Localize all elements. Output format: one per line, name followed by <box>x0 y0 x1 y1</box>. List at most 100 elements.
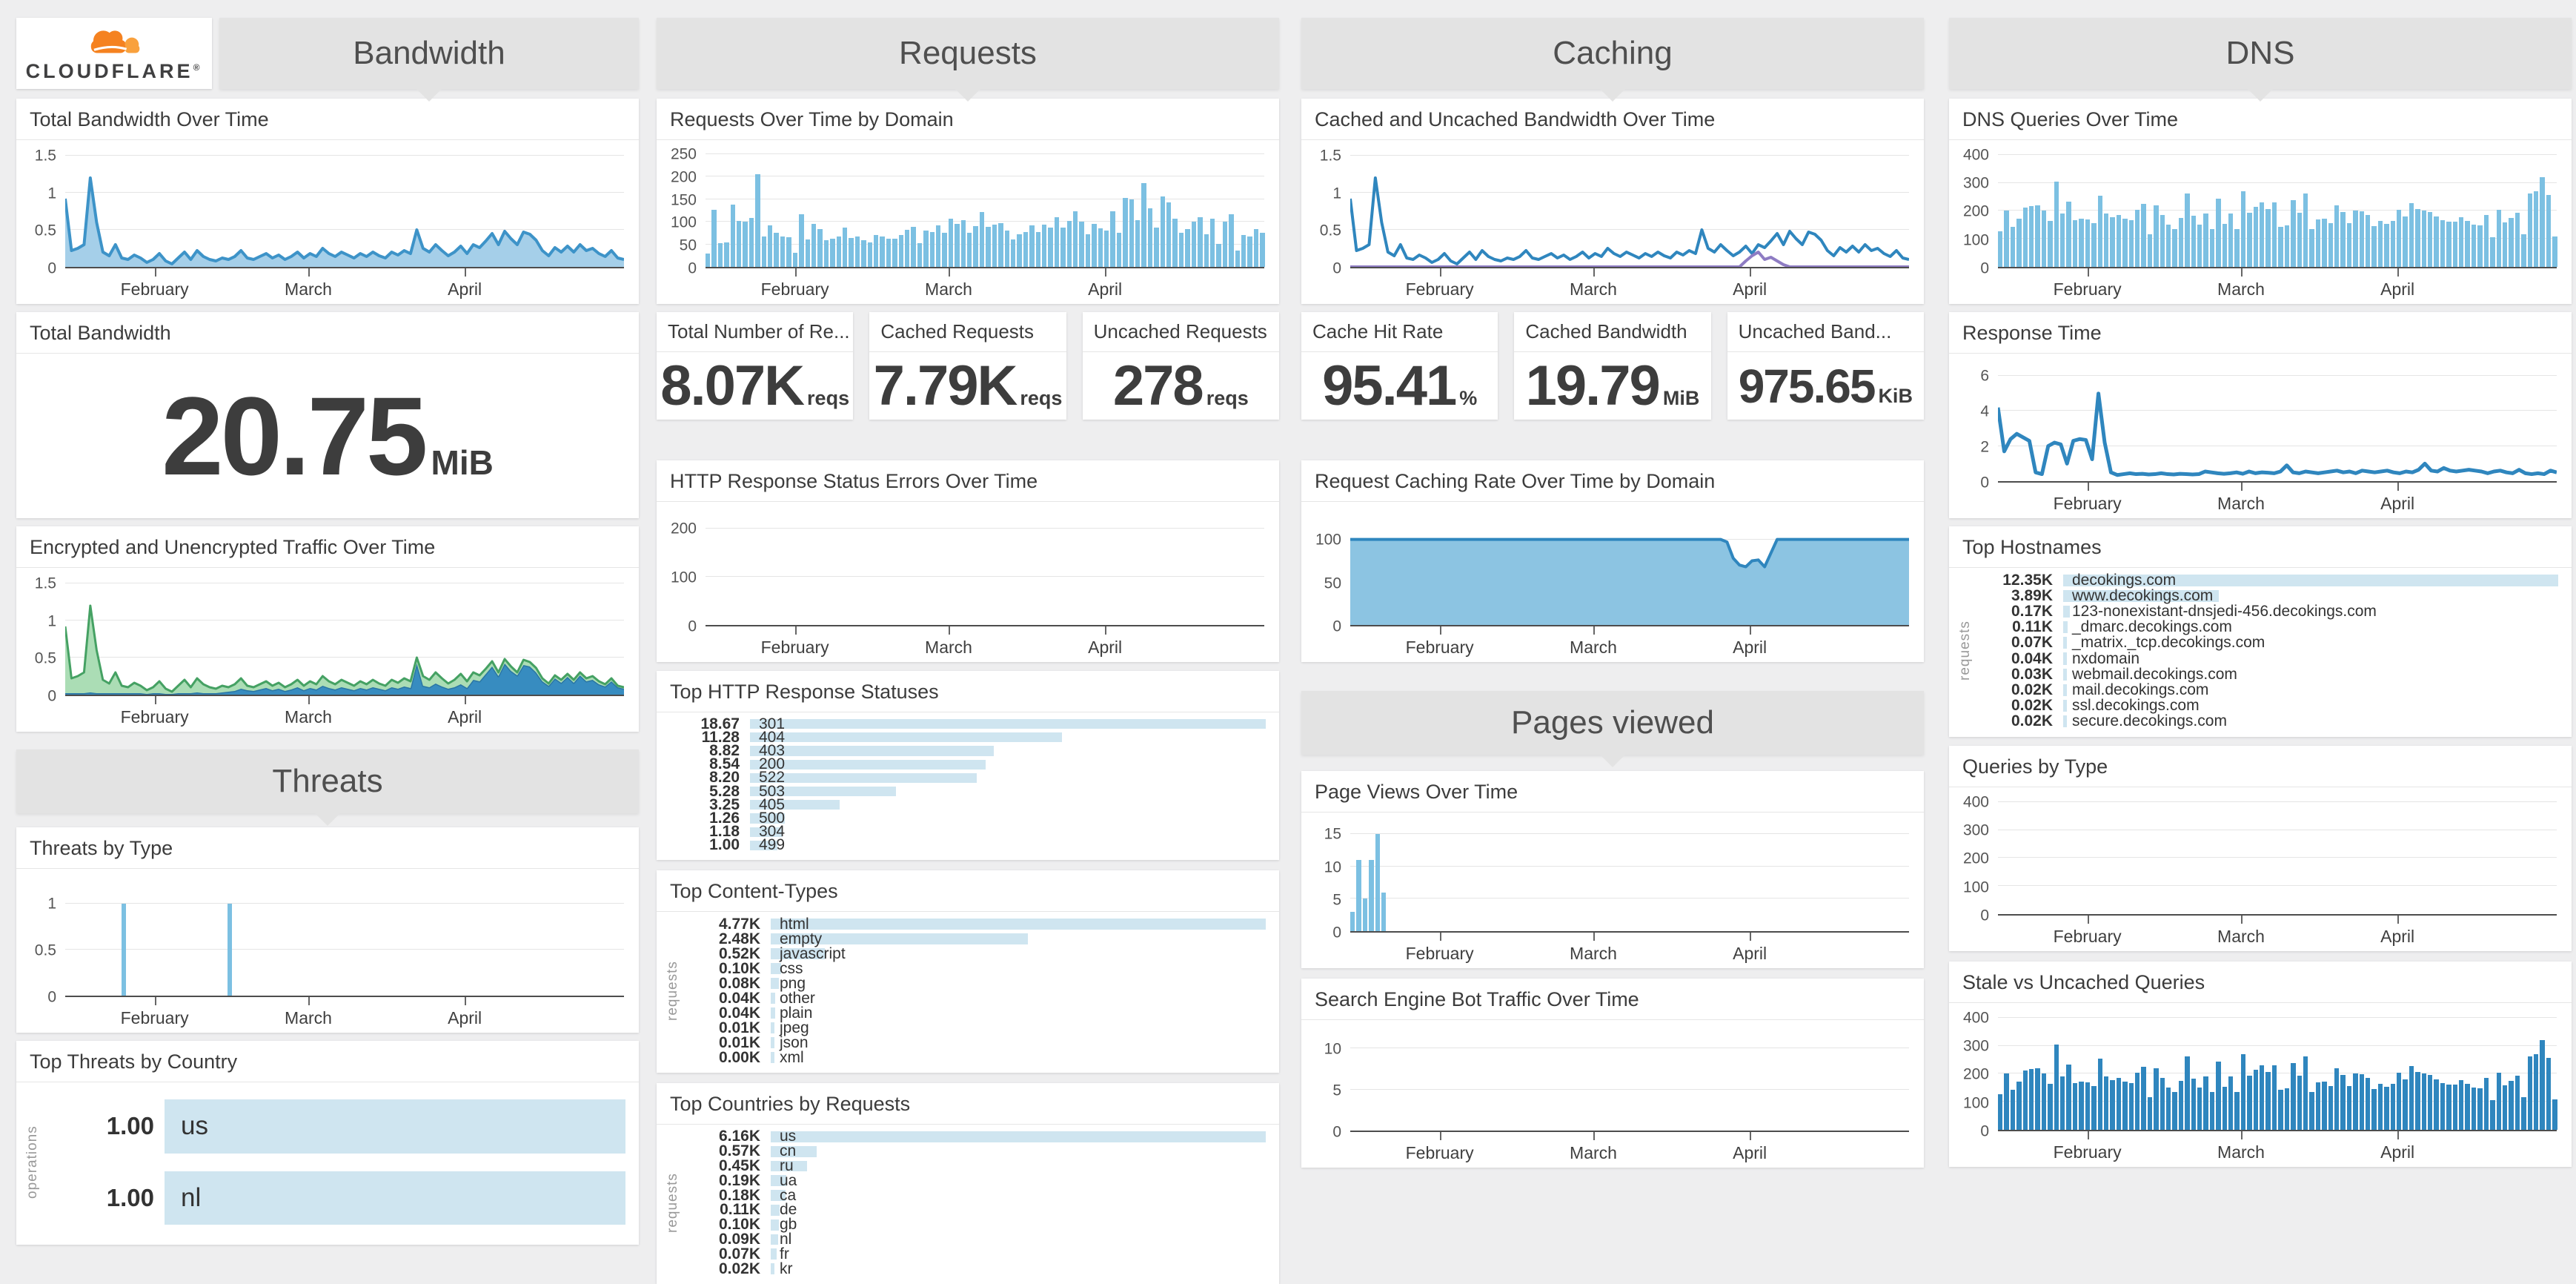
bar[interactable] <box>2041 211 2047 267</box>
encrypted-traffic-chart[interactable]: 0 0.5 1 1.5 February March April <box>16 568 639 732</box>
bar[interactable] <box>711 210 717 267</box>
bar[interactable] <box>2459 1079 2464 1130</box>
bar[interactable] <box>2371 225 2377 267</box>
bar[interactable] <box>2346 223 2352 267</box>
bar[interactable] <box>2514 213 2520 267</box>
bar[interactable] <box>2085 1082 2091 1130</box>
top-countries-chart[interactable]: requests 6.16K us 0.57K cn 0.45K ru 0.19K ua 0.18… <box>657 1125 1279 1284</box>
bar[interactable] <box>2409 202 2414 267</box>
cloudflare-logo[interactable]: CLOUDFLARE® <box>16 18 212 89</box>
bar[interactable] <box>880 236 885 267</box>
bar[interactable] <box>2465 1083 2470 1130</box>
threats-by-type-chart[interactable]: 0 0.5 1 February March April <box>16 869 639 1033</box>
bar[interactable] <box>2091 1085 2097 1130</box>
bar[interactable] <box>823 239 829 267</box>
bar[interactable] <box>1172 218 1178 267</box>
hbar-row[interactable]: 1.00 nl <box>43 1171 625 1226</box>
response-time-chart[interactable]: 0 2 4 6 February March April <box>1949 354 2572 518</box>
bar[interactable] <box>2334 1068 2340 1130</box>
cached-uncached-bandwidth-chart[interactable]: 0 0.5 1 1.5 February March April <box>1301 140 1924 304</box>
bar[interactable] <box>942 233 947 267</box>
bar[interactable] <box>2440 1083 2446 1130</box>
top-statuses-chart[interactable]: 18.67 301 11.28 404 8.82 403 8.54 200 8.20 522 5.2… <box>657 712 1279 860</box>
total-bandwidth-over-time-chart[interactable]: 0 0.5 1 1.5 February March April <box>16 140 639 304</box>
http-errors-chart[interactable]: 0 100 200 February March April <box>657 502 1279 662</box>
bar[interactable] <box>1079 221 1084 267</box>
bar[interactable] <box>2452 1084 2458 1130</box>
bar[interactable] <box>1229 214 1234 267</box>
bar[interactable] <box>2509 218 2514 267</box>
bar[interactable] <box>2004 1073 2009 1130</box>
bar[interactable] <box>2203 214 2208 267</box>
bar[interactable] <box>2440 220 2446 267</box>
bar[interactable] <box>2260 202 2265 267</box>
queries-by-type-chart[interactable]: 0 100 200 300 400 February March April <box>1949 787 2572 951</box>
bar[interactable] <box>917 243 923 267</box>
hbar-row[interactable]: 0.11K de <box>683 1201 1266 1218</box>
bar[interactable] <box>2029 1069 2034 1130</box>
bar[interactable] <box>2222 223 2228 267</box>
hbar-row[interactable]: 0.02K secure.decokings.com <box>1976 712 2558 729</box>
bar[interactable] <box>2546 195 2552 267</box>
bar[interactable] <box>2540 1039 2545 1130</box>
bar[interactable] <box>2527 193 2532 267</box>
hbar-row[interactable]: 6.16K us <box>683 1128 1266 1145</box>
bar[interactable] <box>849 237 854 267</box>
stale-uncached-chart[interactable]: 0 100 200 300 400 February March April <box>1949 1003 2572 1167</box>
bar[interactable] <box>1048 228 1053 267</box>
bar[interactable] <box>992 225 997 267</box>
bar[interactable] <box>2415 208 2420 267</box>
bar[interactable] <box>2216 199 2221 267</box>
bar[interactable] <box>2284 1088 2290 1130</box>
bar[interactable] <box>1123 198 1128 267</box>
hbar-row[interactable]: 0.03K webmail.decokings.com <box>1976 666 2558 683</box>
plot-area[interactable] <box>65 152 624 268</box>
bar[interactable] <box>2147 1096 2153 1130</box>
bar[interactable] <box>792 252 798 267</box>
bar[interactable] <box>836 236 841 267</box>
bar[interactable] <box>717 243 723 267</box>
bar[interactable] <box>2072 1082 2078 1130</box>
bar[interactable] <box>1369 860 1374 931</box>
bar[interactable] <box>2091 222 2097 267</box>
bar[interactable] <box>2079 218 2084 267</box>
bar[interactable] <box>748 218 754 267</box>
bar[interactable] <box>2353 1073 2358 1130</box>
bar[interactable] <box>2035 205 2040 267</box>
bar[interactable] <box>2303 1056 2308 1130</box>
hbar-row[interactable]: 0.10K css <box>683 960 1266 977</box>
plot-area[interactable] <box>65 580 624 696</box>
bar[interactable] <box>1029 225 1035 267</box>
bar[interactable] <box>2365 215 2371 267</box>
bar[interactable] <box>1060 227 1066 267</box>
bar[interactable] <box>2085 219 2091 267</box>
bar[interactable] <box>2297 213 2302 267</box>
bar[interactable] <box>1017 234 1022 267</box>
bar[interactable] <box>2197 1088 2202 1130</box>
bar[interactable] <box>1178 233 1184 267</box>
bar[interactable] <box>2054 182 2059 267</box>
bar[interactable] <box>2271 1065 2277 1130</box>
bar[interactable] <box>2066 1064 2071 1130</box>
bar[interactable] <box>2377 1084 2383 1130</box>
bar[interactable] <box>2533 191 2539 267</box>
bar[interactable] <box>2122 1081 2128 1130</box>
hbar-row[interactable]: 18.67 301 <box>663 715 1266 732</box>
search-bots-chart[interactable]: 0 5 10 February March April <box>1301 1020 1924 1168</box>
bar[interactable] <box>2097 195 2102 267</box>
bar[interactable] <box>2160 214 2165 267</box>
plot-area[interactable] <box>1998 152 2557 268</box>
bar[interactable] <box>2315 219 2321 267</box>
hbar-row[interactable]: 0.04K plain <box>683 1005 1266 1022</box>
hbar-row[interactable]: 8.82 403 <box>663 742 1266 759</box>
hbar-row[interactable]: 8.20 522 <box>663 769 1266 786</box>
bar[interactable] <box>1116 233 1122 267</box>
bar[interactable] <box>227 904 232 996</box>
bar[interactable] <box>1998 1093 2003 1130</box>
bar[interactable] <box>2016 1081 2022 1130</box>
bar[interactable] <box>2128 219 2134 267</box>
bar[interactable] <box>2278 1089 2283 1130</box>
bar[interactable] <box>2533 1053 2539 1130</box>
bar[interactable] <box>724 242 729 267</box>
bar[interactable] <box>2035 1068 2040 1130</box>
